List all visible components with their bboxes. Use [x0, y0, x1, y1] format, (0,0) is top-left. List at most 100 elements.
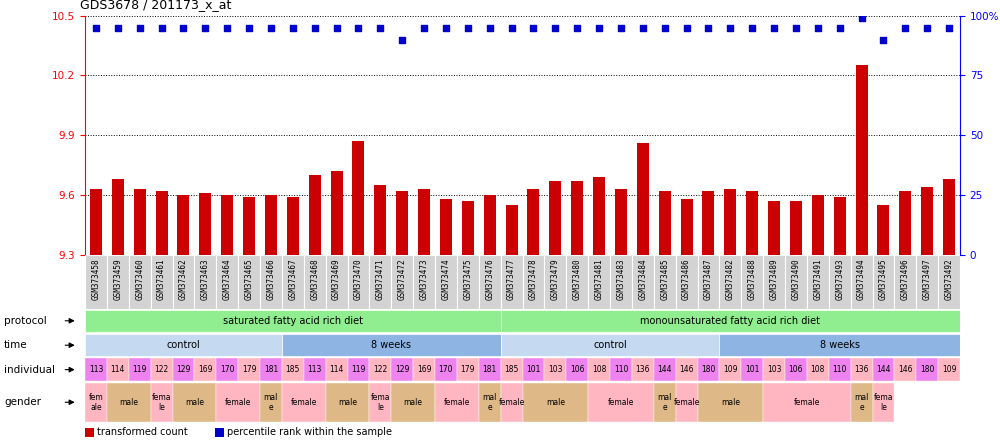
- Bar: [309, 175, 321, 255]
- Bar: [85, 255, 107, 309]
- Bar: [85, 383, 107, 422]
- Text: GSM373496: GSM373496: [901, 258, 910, 300]
- Bar: [199, 194, 211, 255]
- Text: monounsaturated fatty acid rich diet: monounsaturated fatty acid rich diet: [640, 316, 820, 326]
- Bar: [129, 358, 151, 381]
- Bar: [763, 358, 785, 381]
- Text: GSM373480: GSM373480: [573, 258, 582, 300]
- Bar: [260, 255, 282, 309]
- Text: 114: 114: [329, 365, 344, 374]
- Text: 146: 146: [898, 365, 913, 374]
- Text: GSM373479: GSM373479: [551, 258, 560, 300]
- Bar: [462, 202, 474, 255]
- Point: [460, 24, 476, 31]
- Text: 129: 129: [395, 365, 409, 374]
- Bar: [615, 190, 627, 255]
- Bar: [151, 358, 173, 381]
- Point: [657, 24, 673, 31]
- Bar: [501, 358, 522, 381]
- Point: [897, 24, 913, 31]
- Text: GSM373477: GSM373477: [507, 258, 516, 300]
- Text: 108: 108: [592, 365, 606, 374]
- Text: GSM373475: GSM373475: [463, 258, 472, 300]
- Text: fema
le: fema le: [152, 392, 171, 412]
- Bar: [501, 255, 522, 309]
- Bar: [440, 199, 452, 255]
- Text: 101: 101: [526, 365, 541, 374]
- Bar: [702, 191, 714, 255]
- Bar: [741, 255, 763, 309]
- Bar: [785, 255, 807, 309]
- Text: 108: 108: [811, 365, 825, 374]
- Bar: [522, 255, 544, 309]
- Point: [175, 24, 191, 31]
- Bar: [659, 191, 671, 255]
- Text: 119: 119: [132, 365, 147, 374]
- Point: [285, 24, 301, 31]
- Bar: [173, 255, 194, 309]
- Bar: [834, 198, 846, 255]
- Bar: [479, 358, 501, 381]
- Text: 181: 181: [264, 365, 278, 374]
- Text: 146: 146: [679, 365, 694, 374]
- Text: GSM373491: GSM373491: [813, 258, 822, 300]
- Bar: [391, 383, 435, 422]
- Text: GSM373478: GSM373478: [529, 258, 538, 300]
- Text: protocol: protocol: [4, 316, 47, 326]
- Text: 106: 106: [789, 365, 803, 374]
- Bar: [304, 255, 326, 309]
- Bar: [807, 358, 829, 381]
- Text: female: female: [673, 398, 700, 407]
- Point: [154, 24, 170, 31]
- Bar: [894, 255, 916, 309]
- Text: 113: 113: [89, 365, 103, 374]
- Bar: [352, 142, 364, 255]
- Text: GSM373465: GSM373465: [245, 258, 254, 300]
- Point: [569, 24, 585, 31]
- Point: [307, 24, 323, 31]
- Bar: [435, 358, 457, 381]
- Bar: [856, 66, 868, 255]
- Point: [744, 24, 760, 31]
- Text: GSM373462: GSM373462: [179, 258, 188, 300]
- Point: [810, 24, 826, 31]
- Text: GSM373461: GSM373461: [157, 258, 166, 300]
- Bar: [654, 383, 676, 422]
- Bar: [282, 383, 326, 422]
- Text: 144: 144: [876, 365, 891, 374]
- Point: [766, 24, 782, 31]
- Bar: [348, 358, 369, 381]
- Point: [241, 24, 257, 31]
- Text: mal
e: mal e: [264, 392, 278, 412]
- Text: GSM373484: GSM373484: [638, 258, 647, 300]
- Text: GSM373463: GSM373463: [201, 258, 210, 300]
- Text: male: male: [338, 398, 357, 407]
- Bar: [107, 383, 151, 422]
- Bar: [374, 186, 386, 255]
- Bar: [85, 310, 501, 332]
- Bar: [457, 255, 479, 309]
- Text: 103: 103: [548, 365, 563, 374]
- Bar: [369, 255, 391, 309]
- Text: GSM373458: GSM373458: [91, 258, 100, 300]
- Text: 113: 113: [308, 365, 322, 374]
- Bar: [894, 358, 916, 381]
- Bar: [418, 190, 430, 255]
- Text: 169: 169: [417, 365, 431, 374]
- Bar: [85, 358, 107, 381]
- Bar: [719, 255, 741, 309]
- Text: GSM373481: GSM373481: [595, 258, 604, 300]
- Bar: [173, 383, 216, 422]
- Bar: [282, 255, 304, 309]
- Point: [416, 24, 432, 31]
- Text: GSM373487: GSM373487: [704, 258, 713, 300]
- Bar: [479, 383, 501, 422]
- Bar: [260, 358, 282, 381]
- Text: 170: 170: [220, 365, 234, 374]
- Bar: [877, 206, 889, 255]
- Bar: [177, 195, 189, 255]
- Text: male: male: [546, 398, 565, 407]
- Bar: [435, 383, 479, 422]
- Bar: [506, 206, 518, 255]
- Text: 180: 180: [920, 365, 934, 374]
